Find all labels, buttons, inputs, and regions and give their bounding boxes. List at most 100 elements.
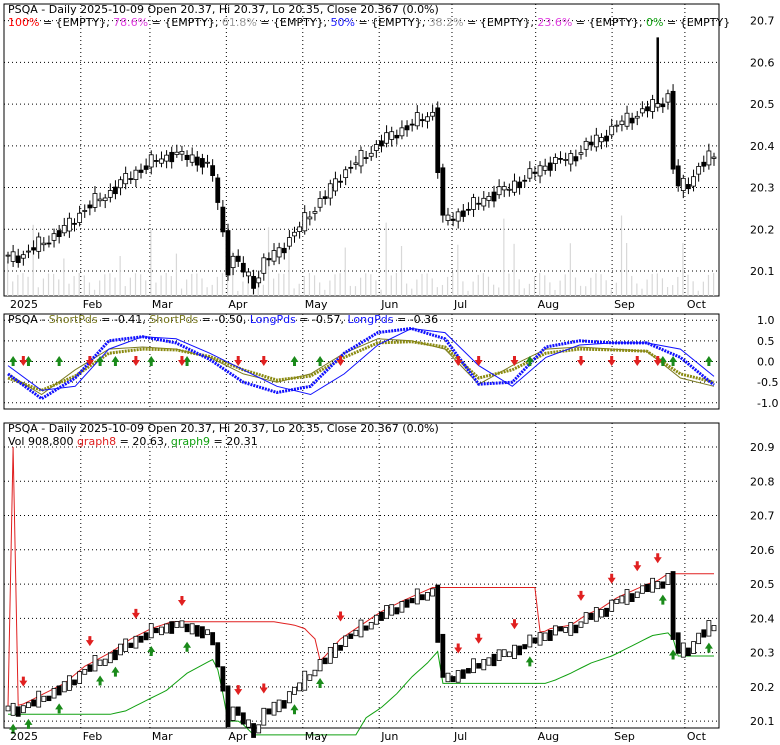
candle-body-11 bbox=[61, 225, 67, 234]
volume-bar-34 bbox=[180, 288, 183, 296]
candle-body-95 bbox=[491, 191, 497, 202]
bands-down-arrow-9 bbox=[510, 619, 519, 630]
price-y-tick-5: 20.6 bbox=[750, 56, 775, 69]
volume-bar-123 bbox=[636, 283, 638, 296]
volume-bar-81 bbox=[421, 273, 423, 296]
bands-candle-122 bbox=[629, 593, 635, 602]
volume-bar-50 bbox=[262, 284, 264, 296]
candle-body-28 bbox=[148, 154, 154, 168]
bands-candle-78 bbox=[404, 599, 410, 608]
candle-body-14 bbox=[77, 212, 83, 223]
bands-down-arrow-1 bbox=[85, 636, 94, 647]
candle-body-78 bbox=[404, 125, 410, 131]
bands-up-arrow-1 bbox=[24, 718, 33, 729]
header-segment-9: = {EMPTY}, bbox=[464, 16, 538, 29]
candle-body-36 bbox=[189, 154, 195, 163]
bands-lines bbox=[7, 446, 714, 736]
osc-y-tick-4: 1.0 bbox=[757, 314, 775, 327]
volume-bar-30 bbox=[160, 275, 162, 296]
price-y-tick-1: 20.2 bbox=[750, 223, 775, 236]
candle-body-82 bbox=[425, 116, 430, 122]
candle-body-34 bbox=[179, 150, 185, 155]
osc-up-arrow-8 bbox=[316, 356, 325, 366]
volume-bar-59 bbox=[308, 273, 311, 296]
volume-bar-25 bbox=[134, 273, 137, 296]
price-x-tick-1: Feb bbox=[83, 298, 102, 311]
price-header: PSQA - Daily 2025-10-09 Open 20.37, Hi 2… bbox=[8, 3, 439, 16]
osc-down-arrow-11 bbox=[607, 356, 616, 366]
candle-body-118 bbox=[609, 125, 615, 136]
bands-candle-29 bbox=[153, 627, 159, 634]
candle-body-107 bbox=[553, 157, 558, 164]
bands-candle-16 bbox=[87, 664, 93, 672]
bands-candle-45 bbox=[235, 706, 241, 716]
bands-up-arrow-2 bbox=[55, 703, 64, 714]
osc-down-arrow-12 bbox=[633, 356, 642, 366]
header-segment-0: 100% bbox=[8, 16, 39, 29]
bands-candle-18 bbox=[97, 659, 103, 666]
bands-y-tick-8: 20.9 bbox=[750, 441, 775, 454]
bands-candle-53 bbox=[276, 699, 282, 713]
bands-candle-41 bbox=[215, 642, 221, 668]
bands-down-arrow-11 bbox=[607, 573, 616, 584]
volume-bar-108 bbox=[559, 280, 561, 296]
volume-bar-10 bbox=[58, 279, 60, 296]
volume-bar-70 bbox=[365, 273, 367, 296]
osc-down-arrow-4 bbox=[234, 356, 243, 366]
volume-bar-128 bbox=[661, 278, 664, 296]
candle-body-18 bbox=[97, 198, 103, 202]
bands-candle-54 bbox=[281, 700, 287, 709]
bands-up-arrow-0 bbox=[9, 723, 18, 734]
volume-bar-94 bbox=[487, 276, 490, 296]
volume-bar-4 bbox=[27, 276, 29, 296]
candle-body-77 bbox=[399, 127, 405, 137]
candle-body-49 bbox=[256, 277, 262, 284]
volume-bars bbox=[7, 215, 715, 296]
bands-candle-119 bbox=[614, 598, 620, 604]
bands-candle-20 bbox=[107, 652, 113, 664]
volume-bar-13 bbox=[73, 276, 75, 296]
header-segment-0: Vol 908,800 bbox=[8, 435, 77, 448]
volume-bar-63 bbox=[329, 280, 331, 296]
bands-candle-49 bbox=[256, 724, 262, 734]
volume-bar-8 bbox=[47, 273, 50, 296]
candle-body-102 bbox=[527, 168, 533, 179]
volume-bar-38 bbox=[201, 278, 203, 296]
header-segment-0: PSQA - Daily 2025-10-09 Open 20.37, Hi 2… bbox=[8, 422, 439, 435]
volume-bar-27 bbox=[145, 280, 147, 296]
candle-body-96 bbox=[496, 186, 502, 196]
bands-candle-70 bbox=[363, 625, 369, 631]
bands-legend: Vol 908,800 graph8 = 20.63, graph9 = 20.… bbox=[8, 435, 258, 448]
volume-bar-107 bbox=[554, 289, 556, 296]
bands-candle-3 bbox=[20, 705, 26, 714]
candle-body-37 bbox=[194, 156, 200, 166]
volume-bar-17 bbox=[93, 289, 96, 296]
candle-body-38 bbox=[200, 158, 205, 168]
osc-up-arrow-9 bbox=[525, 356, 534, 366]
osc-up-arrow-0 bbox=[9, 356, 18, 366]
bands-x-tick-1: Feb bbox=[83, 730, 102, 743]
candle-body-135 bbox=[696, 166, 702, 175]
volume-bar-130 bbox=[672, 285, 674, 296]
bands-x-tick-9: Oct bbox=[687, 730, 707, 743]
candle-body-119 bbox=[614, 124, 620, 127]
bands-candle-118 bbox=[609, 599, 615, 612]
osc-down-arrow-1 bbox=[85, 356, 94, 366]
volume-bar-114 bbox=[590, 277, 592, 296]
candle-body-128 bbox=[660, 103, 666, 108]
bands-candle-57 bbox=[297, 682, 303, 692]
volume-bar-121 bbox=[626, 243, 628, 296]
header-segment-1: ShortPds bbox=[49, 313, 98, 326]
price-x-tick-3: Apr bbox=[228, 298, 248, 311]
candle-body-103 bbox=[532, 171, 538, 174]
candle-body-0 bbox=[5, 254, 11, 257]
bands-candle-69 bbox=[358, 619, 364, 638]
candle-body-31 bbox=[164, 154, 169, 162]
candle-body-81 bbox=[419, 119, 425, 122]
candle-body-68 bbox=[353, 162, 359, 165]
bands-candle-98 bbox=[506, 651, 512, 658]
bands-y-tick-1: 20.2 bbox=[750, 681, 775, 694]
volume-bar-14 bbox=[78, 273, 80, 296]
price-y-axis: 20.1 20.2 20.3 20.4 20.5 20.6 20.7 bbox=[750, 15, 775, 278]
bands-candle-81 bbox=[419, 594, 425, 601]
